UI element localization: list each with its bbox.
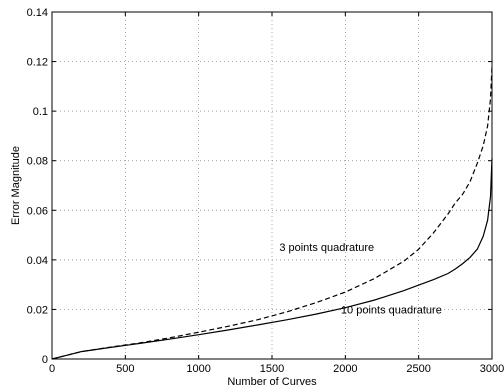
series-line-ten_point	[51, 158, 493, 360]
y-tick-label: 0	[42, 354, 48, 366]
x-tick-label: 500	[116, 363, 134, 375]
y-axis-label: Error Magnitude	[10, 146, 22, 225]
x-tick-label: 2500	[406, 363, 430, 375]
x-axis-label: Number of Curves	[227, 376, 317, 388]
y-tick-label: 0.12	[27, 57, 48, 69]
y-tick-label: 0.08	[27, 156, 48, 168]
annotations: 3 points quadrature 10 points quadrature	[279, 242, 442, 316]
y-tick-label: 0.02	[27, 304, 48, 316]
y-tick-label: 0.06	[27, 205, 48, 217]
x-tick-label: 2000	[333, 363, 357, 375]
annotation-label: 3 points quadrature	[279, 242, 374, 254]
axis-ticks: 0 500 1000 1500 2000 2500 3000 0 0.02 0.04 0.06 0.0…	[27, 7, 504, 375]
x-tick-label: 1000	[186, 363, 210, 375]
y-tick-label: 0.04	[27, 255, 48, 267]
x-tick-label: 0	[49, 363, 55, 375]
y-tick-label: 0.14	[27, 7, 48, 19]
y-tick-label: 0.1	[33, 106, 48, 118]
x-tick-label: 3000	[480, 363, 504, 375]
x-tick-label: 1500	[260, 363, 284, 375]
series-lines	[51, 66, 493, 360]
annotation-label: 10 points quadrature	[341, 305, 442, 317]
grid-lines	[52, 12, 492, 359]
